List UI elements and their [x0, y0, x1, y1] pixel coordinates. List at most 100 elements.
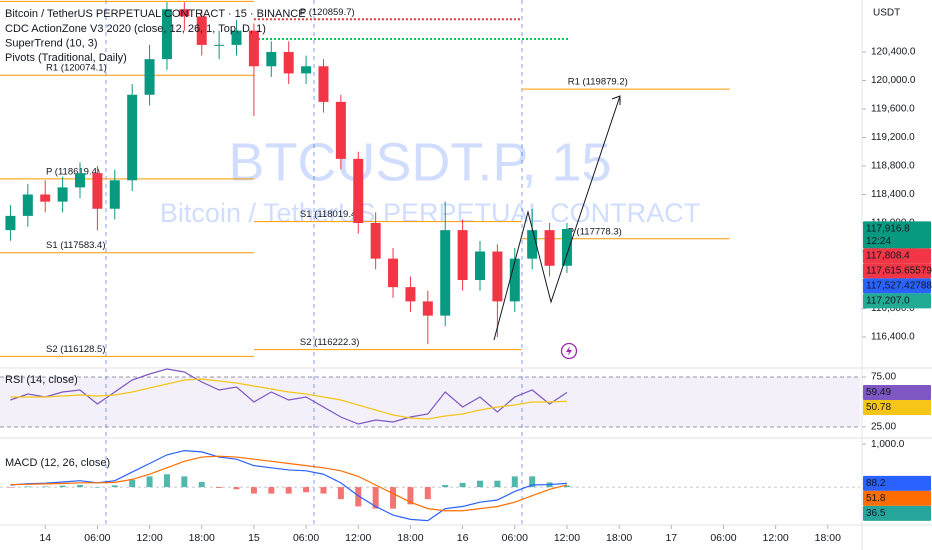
price-badge-label: 117,207.0: [866, 296, 910, 307]
histogram-bar: [129, 479, 136, 488]
histogram-bar: [303, 487, 310, 493]
candle-body: [40, 194, 51, 202]
y-tick-label: 120,000.0: [871, 75, 916, 86]
price-badge-label: 117,615.655795: [866, 266, 932, 277]
histogram-bar: [511, 476, 518, 488]
candle-body: [109, 180, 120, 209]
histogram-bar: [529, 476, 536, 488]
candle-body: [527, 230, 538, 259]
x-tick-label: 18:00: [189, 532, 215, 544]
histogram-bar: [494, 480, 501, 488]
histogram-bar: [111, 485, 118, 488]
pivot-label: R1 (120074.1): [46, 63, 107, 74]
candle-body: [283, 52, 294, 74]
histogram-bar: [268, 487, 275, 494]
indicator-legend: Pivots (Traditional, Daily): [5, 52, 127, 64]
price-badge: [863, 263, 931, 279]
rsi-band: [0, 377, 860, 427]
price-badge: [863, 475, 931, 491]
histogram-bar: [233, 487, 240, 490]
histogram-bar: [163, 474, 170, 488]
y-tick-label: 119,600.0: [871, 104, 915, 115]
x-tick-label: 18:00: [606, 532, 632, 544]
y-tick-label: 75.00: [871, 372, 896, 383]
currency-label: USDT: [873, 8, 900, 19]
histogram-bar: [250, 487, 257, 494]
histogram-bar: [181, 476, 188, 488]
price-badge-label: 51.8: [866, 493, 886, 504]
countdown-label: 12:24: [866, 236, 891, 247]
price-badge: [863, 505, 931, 521]
price-badge-label: 117,808.4: [866, 251, 910, 262]
histogram-bar: [216, 487, 223, 488]
histogram-bar: [390, 487, 397, 509]
histogram-bar: [372, 487, 379, 509]
candle-body: [161, 9, 172, 60]
candle-body: [266, 52, 277, 67]
x-tick-label: 15: [248, 532, 260, 544]
drawn-path-arrow[interactable]: [493, 95, 621, 341]
x-tick-label: 12:00: [136, 532, 162, 544]
histogram-bar: [42, 486, 49, 488]
x-tick-label: 12:00: [763, 532, 789, 544]
pivot-label: R1 (119879.2): [568, 77, 628, 88]
histogram-bar: [146, 476, 153, 488]
price-badge: [863, 248, 931, 264]
pivot-label: P (120859.7): [300, 7, 355, 18]
price-badge: [863, 385, 931, 401]
price-badge: [863, 278, 931, 294]
histogram-bar: [407, 487, 414, 505]
price-badge-label: 117,527.427889: [866, 281, 932, 292]
x-tick-label: 18:00: [815, 532, 841, 544]
candle-body: [457, 230, 468, 281]
price-badge: [863, 490, 931, 506]
pivot-label: S2 (116222.3): [300, 337, 360, 348]
x-tick-label: 06:00: [293, 532, 319, 544]
y-tick-label: 25.00: [871, 422, 896, 433]
y-tick-label: 118,400.0: [871, 189, 915, 200]
candle-body: [144, 59, 155, 95]
histogram-bar: [59, 485, 66, 488]
histogram-bar: [424, 487, 431, 500]
candle-body: [214, 44, 225, 46]
y-tick-label: 116,400.0: [871, 332, 915, 343]
histogram-bar: [355, 487, 362, 507]
pane-title: Bitcoin / TetherUS PERPETUAL CONTRACT · …: [5, 8, 306, 20]
indicator-legend: SuperTrend (10, 3): [5, 37, 98, 49]
pivot-label: S1 (118019.4): [300, 209, 360, 220]
pivot-label: S2 (116128.5): [46, 344, 106, 355]
histogram-bar: [285, 487, 292, 494]
candle-body: [179, 9, 190, 17]
histogram-bar: [94, 487, 101, 488]
price-badge-label: 88.2: [866, 478, 886, 489]
histogram-bar: [442, 484, 449, 488]
pane-title: MACD (12, 26, close): [5, 457, 110, 469]
arrow-head: [611, 95, 621, 105]
x-tick-label: 06:00: [710, 532, 736, 544]
candle-body: [509, 258, 520, 302]
candle-body: [75, 173, 85, 188]
watermark-subtitle: Bitcoin / TetherUS PERPETUAL CONTRACT: [160, 198, 700, 228]
pivot-label: P (117778.3): [568, 226, 622, 237]
price-badge: [863, 293, 931, 309]
y-tick-label: 118,800.0: [871, 161, 915, 172]
pane-title: RSI (14, close): [5, 374, 78, 386]
candle-body: [440, 230, 451, 316]
histogram-bar: [563, 485, 570, 488]
x-tick-label: 16: [457, 532, 469, 544]
rsi-line: [10, 378, 567, 420]
rsi-line: [10, 368, 568, 425]
candle-body: [388, 258, 399, 288]
candle-body: [544, 230, 555, 266]
candle-body: [231, 30, 242, 45]
histogram-bar: [320, 487, 327, 494]
x-tick-label: 12:00: [345, 532, 371, 544]
x-tick-label: 06:00: [84, 532, 110, 544]
candle-body: [405, 287, 416, 302]
histogram-bar: [24, 486, 31, 488]
price-badge-label: 59.49: [866, 387, 891, 398]
price-badge-label: 117,916.8: [866, 224, 910, 235]
candle-body: [57, 187, 68, 202]
